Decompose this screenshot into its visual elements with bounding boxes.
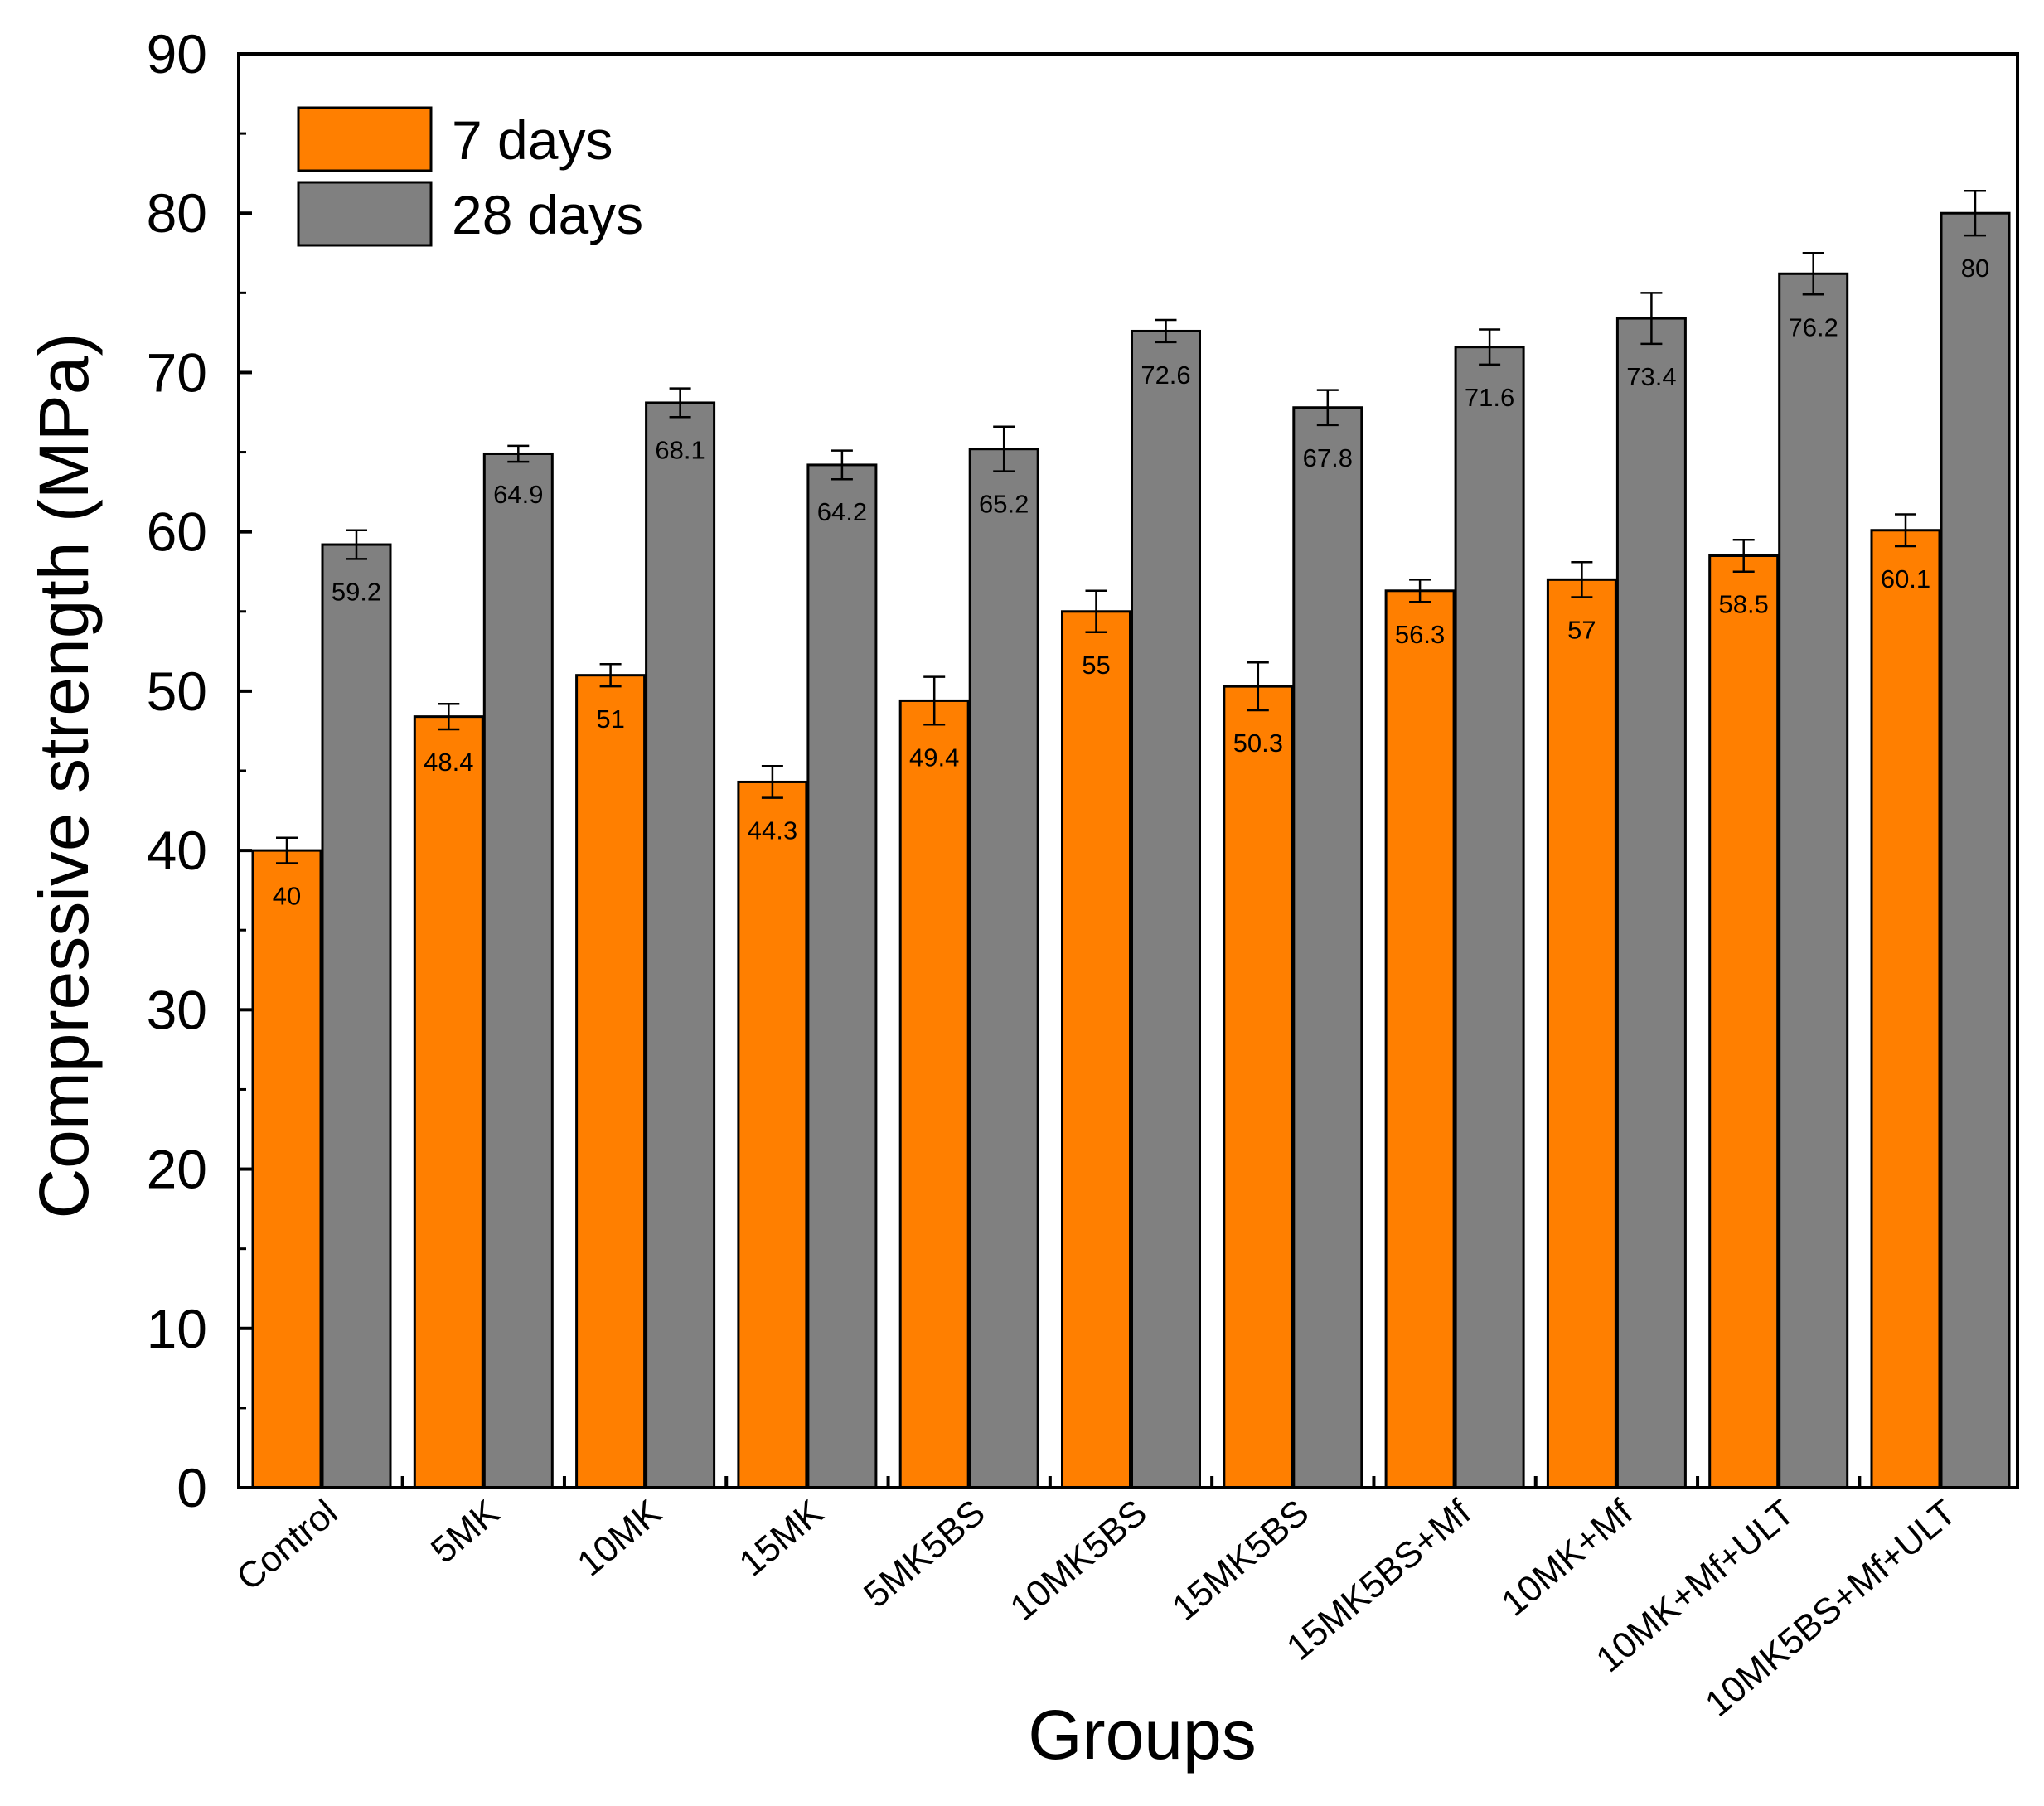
- error-bar-7-days-15mk: [761, 764, 783, 799]
- x-tick-label-5mk: 5MK: [424, 1492, 507, 1571]
- bar-7-days-15mk: [737, 780, 808, 1489]
- legend-label-7-days: 7 days: [452, 109, 613, 171]
- error-bar-7-days-control: [276, 836, 298, 864]
- data-label-28-days-15mk5bs: 67.8: [1303, 443, 1353, 472]
- bar-28-days-10mk-mf: [1615, 317, 1687, 1489]
- x-tick-label-control: Control: [229, 1492, 345, 1599]
- data-label-28-days-15mk5bs-mf: 71.6: [1465, 383, 1514, 412]
- data-labels-layer: 40 59.2 48.4 64.9 51 68.1 44.3 64.2 49.4 65.2 55 72…: [273, 254, 1989, 910]
- data-label-7-days-10mk: 51: [596, 704, 624, 734]
- error-bar-28-days-control: [346, 529, 367, 560]
- y-tick-label: 80: [147, 182, 207, 244]
- data-label-7-days-5mk: 48.4: [424, 748, 473, 777]
- x-tick-label-10mk: 10MK: [569, 1492, 669, 1584]
- error-bar-28-days-10mk5bs-mf-ult: [1964, 190, 1986, 237]
- data-label-7-days-10mk5bs-mf-ult: 60.1: [1881, 564, 1930, 593]
- bar-7-days-control: [251, 849, 322, 1489]
- legend-label-28-days: 28 days: [452, 184, 643, 245]
- error-bar-7-days-5mk5bs: [923, 675, 946, 726]
- y-axis: 0 10 20 30 40 50 60 70 80 90: [147, 23, 252, 1518]
- error-bar-28-days-10mk-mf-ult: [1802, 252, 1824, 296]
- data-label-7-days-10mk-mf: 57: [1567, 615, 1596, 644]
- data-label-28-days-10mk-mf: 73.4: [1626, 362, 1676, 391]
- legend-swatch-7-days: [297, 106, 433, 172]
- legend-swatch-28-days: [297, 181, 433, 247]
- x-tick-label-10mk5bs: 10MK5BS: [1003, 1492, 1155, 1629]
- bars-layer: [251, 211, 2011, 1489]
- bar-28-days-15mk: [806, 463, 878, 1489]
- bar-28-days-control: [321, 543, 392, 1489]
- bar-28-days-15mk5bs: [1292, 406, 1363, 1489]
- data-label-7-days-15mk: 44.3: [748, 816, 797, 845]
- data-label-28-days-5mk: 64.9: [493, 480, 543, 509]
- error-bar-7-days-10mk: [599, 662, 622, 688]
- bar-7-days-5mk5bs: [898, 699, 970, 1489]
- x-tick-label-15mk: 15MK: [732, 1492, 831, 1584]
- bar-28-days-10mk: [645, 401, 716, 1489]
- error-bar-28-days-15mk5bs-mf: [1479, 328, 1501, 366]
- data-label-28-days-10mk: 68.1: [655, 435, 705, 464]
- data-label-7-days-15mk5bs-mf: 56.3: [1395, 620, 1445, 649]
- y-tick-label: 50: [147, 661, 207, 722]
- y-tick-label: 70: [147, 341, 207, 403]
- data-label-28-days-5mk5bs: 65.2: [979, 490, 1029, 519]
- bar-7-days-10mk-mf-ult: [1708, 554, 1780, 1489]
- data-label-7-days-5mk5bs: 49.4: [909, 743, 959, 772]
- y-tick-label: 60: [147, 501, 207, 563]
- data-label-28-days-15mk: 64.2: [817, 497, 867, 526]
- y-tick-label: 30: [147, 979, 207, 1040]
- error-bar-7-days-10mk5bs: [1085, 589, 1107, 634]
- error-bar-28-days-10mk5bs: [1155, 318, 1177, 344]
- y-tick-label: 0: [177, 1457, 207, 1518]
- bar-7-days-10mk5bs-mf-ult: [1870, 529, 1941, 1489]
- y-tick-label: 20: [147, 1139, 207, 1200]
- bar-7-days-10mk: [575, 674, 647, 1489]
- bar-28-days-5mk: [482, 452, 554, 1489]
- bar-7-days-10mk-mf: [1546, 578, 1617, 1489]
- error-bar-7-days-10mk-mf: [1571, 560, 1593, 598]
- error-bar-28-days-15mk: [831, 449, 853, 481]
- bar-28-days-15mk5bs-mf: [1454, 346, 1525, 1489]
- bar-7-days-15mk5bs-mf: [1384, 589, 1456, 1489]
- y-tick-label: 10: [147, 1298, 207, 1359]
- data-label-28-days-control: 59.2: [332, 577, 381, 606]
- error-bar-28-days-5mk5bs: [993, 425, 1015, 472]
- bar-28-days-10mk5bs: [1131, 329, 1201, 1489]
- bar-28-days-5mk5bs: [968, 448, 1039, 1489]
- data-label-7-days-10mk5bs: 55: [1082, 651, 1110, 680]
- y-tick-label: 90: [147, 23, 207, 85]
- bar-7-days-10mk5bs: [1061, 610, 1131, 1489]
- data-label-28-days-10mk-mf-ult: 76.2: [1789, 312, 1838, 341]
- data-label-28-days-10mk5bs: 72.6: [1141, 361, 1190, 390]
- x-axis-title: Groups: [1028, 1696, 1256, 1774]
- legend: 7 days 28 days: [297, 106, 643, 247]
- bar-28-days-10mk-mf-ult: [1778, 272, 1849, 1489]
- data-label-7-days-10mk-mf-ult: 58.5: [1719, 590, 1769, 619]
- error-bar-7-days-15mk5bs-mf: [1409, 579, 1431, 603]
- error-bar-28-days-15mk5bs: [1316, 389, 1339, 427]
- data-label-7-days-control: 40: [273, 881, 301, 910]
- bar-7-days-5mk: [413, 715, 484, 1489]
- error-bar-28-days-10mk: [669, 387, 691, 419]
- error-bar-7-days-10mk5bs-mf-ult: [1895, 513, 1916, 548]
- error-bar-7-days-5mk: [438, 703, 460, 731]
- error-bar-7-days-10mk-mf-ult: [1732, 539, 1755, 573]
- bar-28-days-10mk5bs-mf-ult: [1940, 211, 2011, 1489]
- x-axis: Control 5MK 10MK 15MK 5MK5BS 10MK5BS 15MK5BS15…: [229, 1476, 1964, 1725]
- x-tick-label-5mk5bs: 5MK5BS: [856, 1492, 993, 1615]
- data-label-28-days-10mk5bs-mf-ult: 80: [1961, 254, 1989, 283]
- data-label-7-days-15mk5bs: 50.3: [1233, 729, 1283, 758]
- bar-7-days-15mk5bs: [1223, 685, 1294, 1489]
- x-tick-label-10mk-mf: 10MK+Mf: [1494, 1492, 1640, 1624]
- error-bars-layer: [276, 190, 1986, 864]
- x-tick-label-15mk5bs: 15MK5BS: [1165, 1492, 1316, 1629]
- error-bar-28-days-5mk: [507, 444, 530, 463]
- y-axis-title: Compressive strength (MPa): [25, 333, 103, 1219]
- error-bar-28-days-10mk-mf: [1640, 292, 1663, 346]
- y-tick-label: 40: [147, 820, 207, 881]
- error-bar-7-days-15mk5bs: [1247, 661, 1269, 712]
